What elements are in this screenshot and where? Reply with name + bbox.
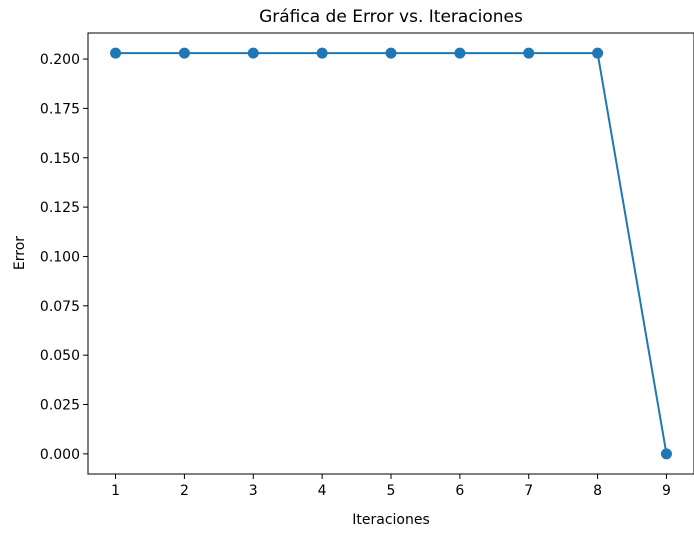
- series-line: [115, 52, 668, 455]
- x-tick-label: 1: [111, 483, 120, 499]
- data-point: [385, 47, 397, 59]
- y-tick-label: 0.175: [40, 101, 80, 117]
- data-point: [660, 448, 672, 460]
- data-point: [316, 47, 328, 59]
- x-tick-label: 9: [662, 483, 671, 499]
- chart-title: Gráfica de Error vs. Iteraciones: [259, 7, 523, 27]
- y-tick-label: 0.000: [40, 447, 80, 463]
- x-tick-label: 5: [387, 483, 396, 499]
- y-tick-label: 0.100: [40, 249, 80, 265]
- data-point: [523, 47, 535, 59]
- x-axis-label: Iteraciones: [352, 512, 430, 528]
- series-layer: [110, 47, 672, 460]
- x-tick-label: 3: [249, 483, 258, 499]
- y-axis: 0.000 0.025 0.050 0.075 0.100 0.125 0.150 0.175…: [40, 52, 88, 463]
- y-tick-label: 0.050: [40, 348, 80, 364]
- data-point: [110, 47, 122, 59]
- x-tick-label: 8: [593, 483, 602, 499]
- x-tick-label: 4: [318, 483, 327, 499]
- data-point: [178, 47, 190, 59]
- x-tick-label: 7: [524, 483, 533, 499]
- data-point: [592, 47, 604, 59]
- y-tick-label: 0.075: [40, 299, 80, 315]
- y-axis-label: Error: [12, 236, 28, 270]
- x-tick-label: 6: [455, 483, 464, 499]
- y-tick-label: 0.025: [40, 398, 80, 414]
- y-tick-label: 0.125: [40, 200, 80, 216]
- data-point: [247, 47, 259, 59]
- data-point: [454, 47, 466, 59]
- y-tick-label: 0.200: [40, 52, 80, 68]
- x-axis: 1 2 3 4 5 6 7 8 9: [111, 474, 671, 499]
- y-tick-label: 0.150: [40, 151, 80, 167]
- x-tick-label: 2: [180, 483, 189, 499]
- plot-area-frame: [87, 32, 694, 475]
